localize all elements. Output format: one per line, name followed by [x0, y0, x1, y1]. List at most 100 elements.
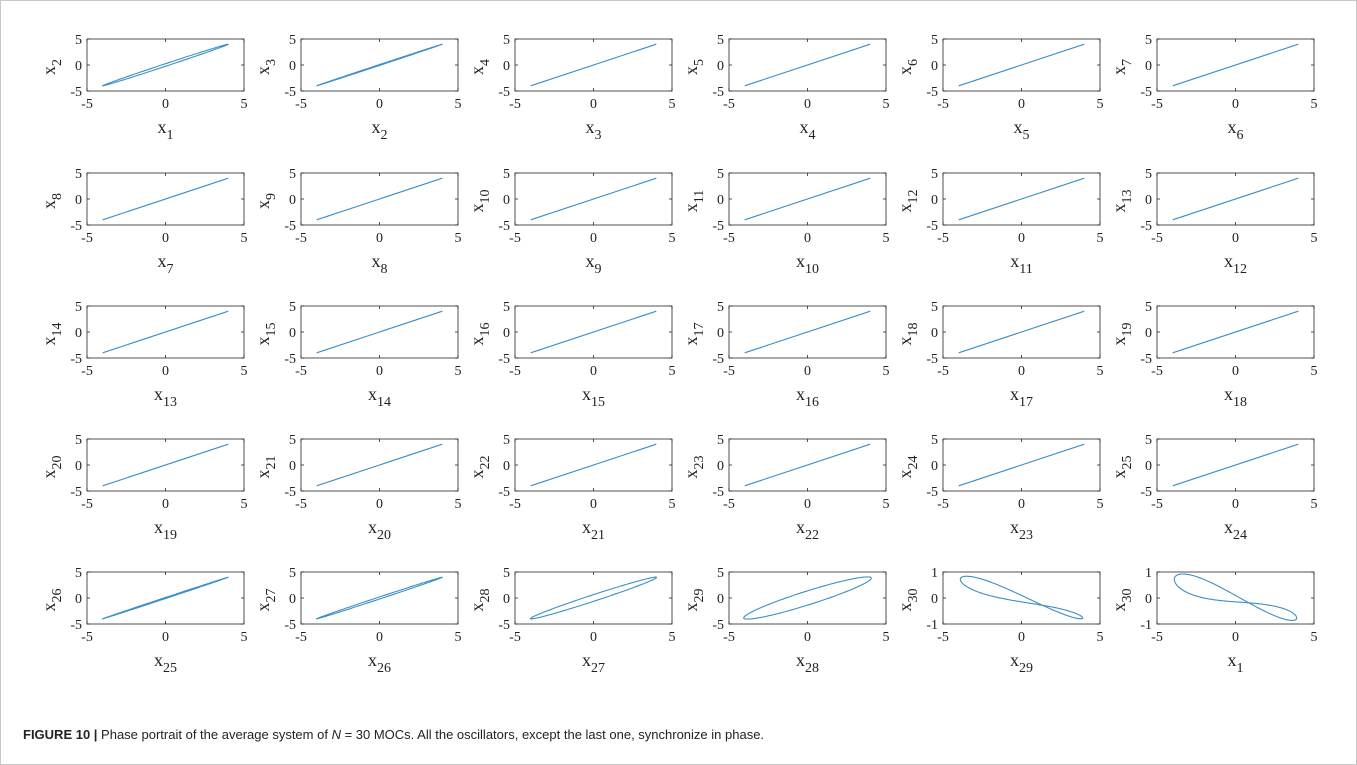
x-tick-label: 0	[162, 97, 169, 112]
y-axis-label: x27	[253, 589, 279, 612]
x-tick-label: -5	[295, 497, 307, 512]
x-tick-label: 5	[1097, 364, 1104, 379]
y-tick-label: 5	[289, 167, 296, 182]
x-tick-label: 0	[1232, 497, 1239, 512]
x-tick-label: 0	[1018, 630, 1025, 645]
x-tick-label: 0	[804, 364, 811, 379]
y-tick-label: 0	[75, 59, 82, 74]
y-tick-label: -5	[712, 352, 724, 367]
x-tick-label: -5	[295, 97, 307, 112]
x-tick-label: 0	[162, 231, 169, 246]
y-axis-label: x8	[39, 193, 65, 209]
y-tick-label: 5	[75, 167, 82, 182]
y-tick-label: 5	[717, 566, 724, 581]
x-tick-label: 0	[590, 97, 597, 112]
y-tick-label: 0	[289, 459, 296, 474]
y-tick-label: 5	[289, 300, 296, 315]
x-axis-label: x1	[158, 117, 174, 143]
y-tick-label: -5	[70, 485, 82, 500]
x-tick-label: -5	[509, 497, 521, 512]
phase-curve	[958, 310, 1085, 354]
phase-curve	[959, 575, 1084, 620]
y-axis-label: x12	[895, 190, 921, 213]
subplot-8: -5 0 5 5 0 -5 x8 x9	[253, 167, 462, 277]
x-tick-label: 5	[669, 630, 676, 645]
y-tick-label: -5	[70, 618, 82, 633]
x-tick-label: 0	[162, 364, 169, 379]
x-tick-label: 0	[162, 497, 169, 512]
subplot-15: -5 0 5 5 0 -5 x15 x16	[467, 300, 676, 410]
x-tick-label: 0	[1232, 231, 1239, 246]
y-tick-label: 5	[1145, 433, 1152, 448]
axes-box	[942, 571, 1101, 625]
y-tick-label: 0	[289, 592, 296, 607]
x-tick-label: 5	[1311, 630, 1318, 645]
y-tick-label: 5	[503, 433, 510, 448]
phase-curve	[102, 443, 229, 487]
y-tick-label: 0	[1145, 326, 1152, 341]
y-tick-label: -5	[1140, 85, 1152, 100]
phase-curve	[744, 443, 871, 487]
phase-curve	[102, 43, 229, 87]
x-tick-label: -5	[81, 497, 93, 512]
x-tick-label: 0	[376, 364, 383, 379]
y-tick-label: 5	[1145, 33, 1152, 48]
x-tick-label: 5	[241, 497, 248, 512]
x-tick-label: 0	[1018, 497, 1025, 512]
y-tick-label: 0	[717, 193, 724, 208]
y-axis-label: x20	[39, 456, 65, 479]
x-tick-label: -5	[723, 231, 735, 246]
phase-curve	[1172, 443, 1299, 487]
y-tick-label: 5	[503, 300, 510, 315]
phase-curve	[744, 43, 871, 87]
x-axis-label: x1	[1228, 650, 1244, 676]
caption-text-b: = 30 MOCs. All the oscillators, except t…	[340, 727, 765, 742]
subplot-18: -5 0 5 5 0 -5 x18 x19	[1109, 300, 1318, 410]
y-axis-label: x2	[39, 59, 65, 75]
phase-curve	[102, 310, 229, 354]
y-tick-label: -5	[1140, 485, 1152, 500]
x-axis-label: x5	[1014, 117, 1030, 143]
y-tick-label: 5	[717, 167, 724, 182]
x-axis-label: x6	[1228, 117, 1244, 143]
y-tick-label: 0	[931, 459, 938, 474]
subplot-1: -5 0 5 5 0 -5 x1 x2	[39, 33, 248, 143]
x-tick-label: 5	[883, 630, 890, 645]
y-tick-label: -5	[70, 85, 82, 100]
phase-curve	[102, 177, 229, 221]
x-tick-label: 5	[1311, 364, 1318, 379]
subplot-12: -5 0 5 5 0 -5 x12 x13	[1109, 167, 1318, 277]
x-tick-label: 0	[1232, 630, 1239, 645]
y-tick-label: 0	[289, 59, 296, 74]
phase-curve	[1172, 177, 1299, 221]
x-tick-label: 0	[376, 231, 383, 246]
x-tick-label: -5	[937, 630, 949, 645]
x-tick-label: 0	[590, 630, 597, 645]
x-axis-label: x14	[368, 384, 391, 410]
y-axis-label: x4	[467, 59, 493, 75]
phase-curve	[316, 43, 443, 87]
x-tick-label: 5	[455, 231, 462, 246]
y-axis-label: x13	[1109, 190, 1135, 213]
x-tick-label: -5	[509, 364, 521, 379]
axes-box	[514, 571, 673, 625]
y-tick-label: 5	[931, 167, 938, 182]
phase-curve	[530, 443, 657, 487]
y-tick-label: -5	[498, 352, 510, 367]
x-tick-label: -5	[295, 630, 307, 645]
x-axis-label: x28	[796, 650, 819, 676]
subplot-7: -5 0 5 5 0 -5 x7 x8	[39, 167, 248, 277]
y-tick-label: 5	[503, 167, 510, 182]
y-tick-label: 5	[75, 300, 82, 315]
x-tick-label: -5	[81, 231, 93, 246]
phase-curve	[744, 177, 871, 221]
subplot-6: -5 0 5 5 0 -5 x6 x7	[1109, 33, 1318, 143]
x-axis-label: x2	[372, 117, 388, 143]
y-tick-label: -5	[284, 352, 296, 367]
y-axis-label: x24	[895, 456, 921, 479]
y-tick-label: 0	[717, 592, 724, 607]
x-axis-label: x8	[372, 251, 388, 277]
subplot-24: -5 0 5 5 0 -5 x24 x25	[1109, 433, 1318, 543]
y-tick-label: -5	[70, 219, 82, 234]
